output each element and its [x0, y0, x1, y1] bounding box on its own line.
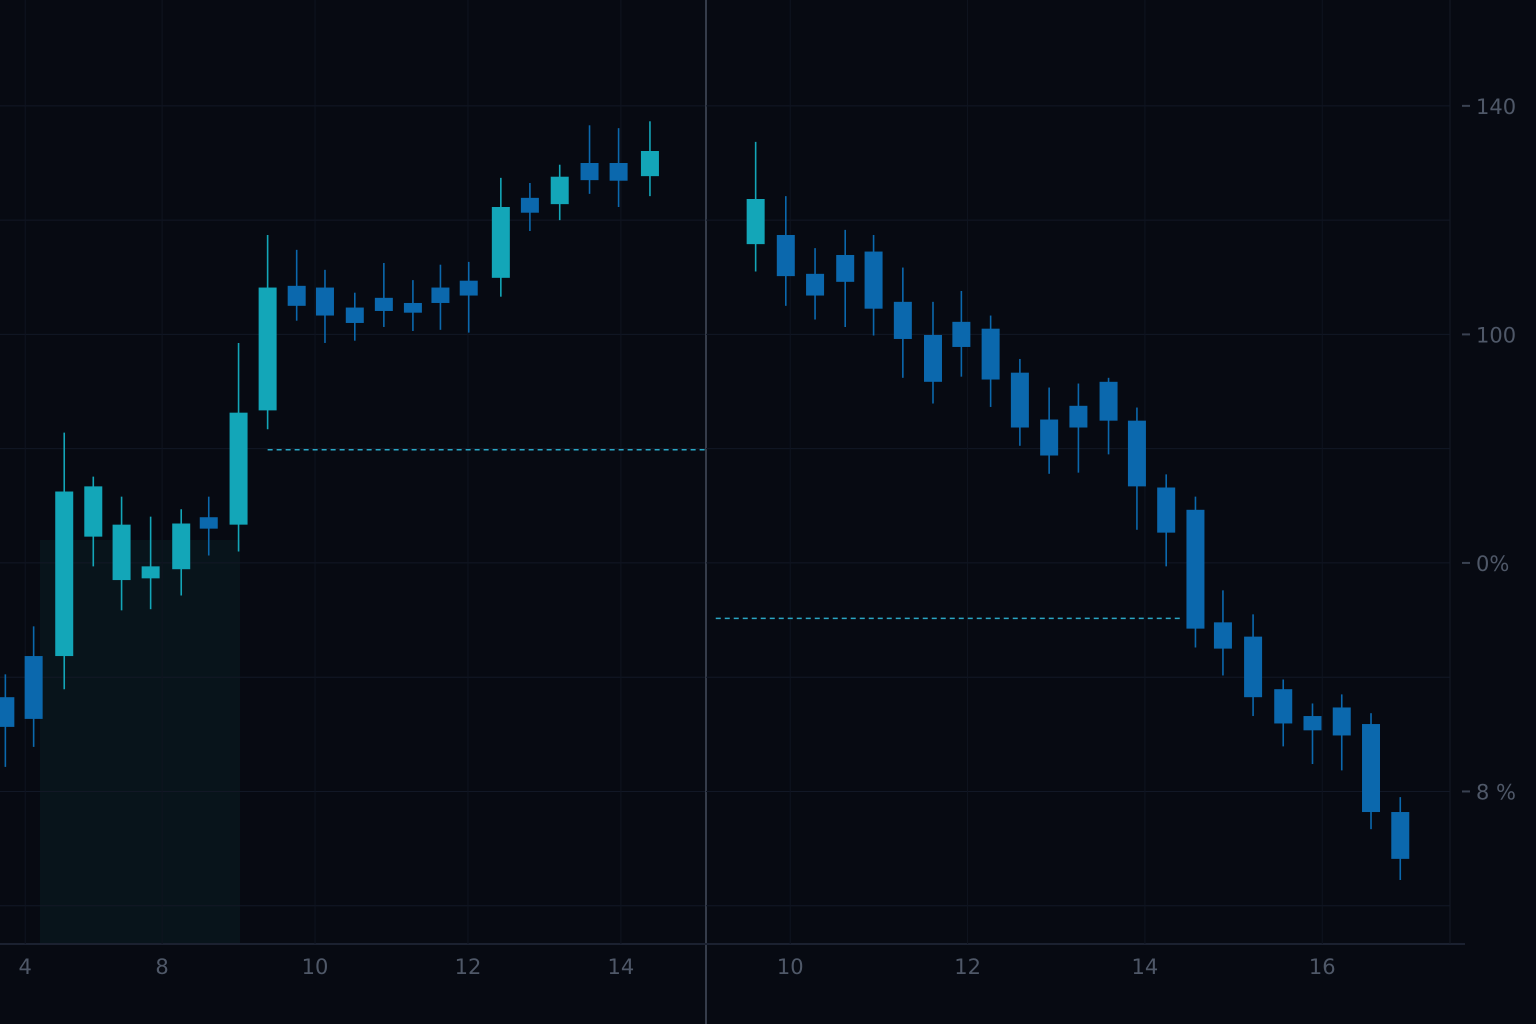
candle-body [459, 280, 478, 296]
x-tick-label: 8 [155, 955, 168, 979]
candle-body [923, 334, 942, 382]
x-tick-label: 14 [1132, 955, 1159, 979]
candle-body [55, 491, 74, 657]
candle-body [199, 517, 218, 529]
candle-body [836, 254, 855, 282]
candle-body [0, 697, 15, 727]
candle-body [550, 176, 569, 205]
candle-body [172, 523, 191, 570]
candle-body [776, 234, 795, 277]
candle-body [1213, 622, 1232, 649]
candle-body [1127, 420, 1146, 487]
candle-body [1244, 636, 1263, 698]
shaded-region [40, 540, 240, 945]
candle-body [1069, 405, 1088, 428]
candle-body [580, 162, 599, 181]
y-tick-label: 0% [1476, 552, 1509, 576]
candle-body [403, 302, 422, 313]
candle-body [1303, 716, 1322, 731]
candle-body [1332, 707, 1351, 736]
candle-body [345, 307, 364, 323]
candle-body [864, 251, 883, 309]
candle-body [1157, 487, 1176, 533]
candle-body [24, 656, 43, 719]
x-tick-label: 12 [954, 955, 981, 979]
candle-body [1099, 381, 1118, 421]
candle-body [287, 285, 306, 306]
candle-body [893, 301, 912, 339]
candle-body [520, 197, 539, 213]
candle-body [315, 287, 334, 316]
candle-body [609, 162, 628, 181]
candle-body [374, 297, 393, 311]
x-tick-label: 4 [19, 955, 32, 979]
candle-body [981, 328, 1000, 380]
candle-body [806, 273, 825, 296]
candle-body [1040, 419, 1059, 456]
y-tick-label: 8 % [1476, 780, 1516, 804]
candle-body [141, 566, 160, 579]
candle-body [491, 206, 510, 278]
x-tick-label: 10 [777, 955, 804, 979]
candle-body [84, 486, 103, 537]
candle-body [112, 524, 131, 581]
x-tick-label: 14 [608, 955, 635, 979]
x-tick-label: 12 [455, 955, 482, 979]
candle-body [1274, 689, 1293, 724]
candle-body [1186, 509, 1205, 629]
x-tick-label: 16 [1309, 955, 1336, 979]
candle-body [431, 287, 450, 303]
candle-body [640, 151, 659, 177]
candle-body [229, 412, 248, 525]
x-tick-label: 10 [302, 955, 329, 979]
y-tick-label: 100 [1476, 323, 1516, 347]
candle-body [1362, 724, 1381, 813]
candle-body [746, 198, 765, 245]
candle-body [952, 321, 971, 347]
y-tick-label: 140 [1476, 95, 1516, 119]
candle-body [258, 287, 277, 411]
candle-body [1010, 372, 1029, 428]
candle-body [1391, 812, 1410, 859]
